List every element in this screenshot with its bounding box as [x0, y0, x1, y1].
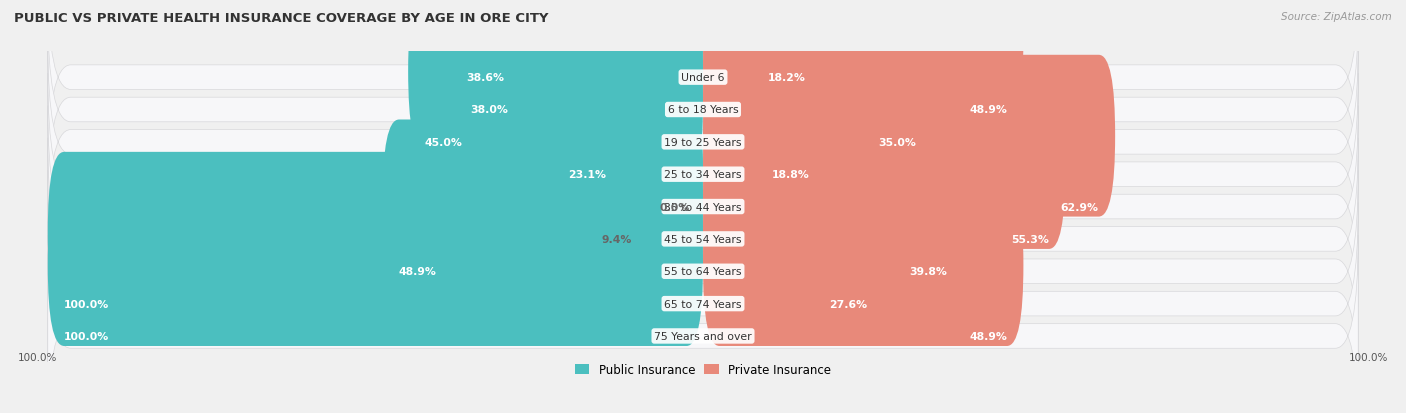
FancyBboxPatch shape	[703, 0, 1024, 120]
Text: 0.0%: 0.0%	[659, 202, 690, 212]
Text: 27.6%: 27.6%	[830, 299, 868, 309]
Legend: Public Insurance, Private Insurance: Public Insurance, Private Insurance	[571, 358, 835, 381]
Text: 48.9%: 48.9%	[969, 331, 1007, 341]
Text: 100.0%: 100.0%	[1348, 352, 1388, 362]
FancyBboxPatch shape	[48, 171, 1358, 372]
FancyBboxPatch shape	[48, 235, 1358, 413]
Text: 62.9%: 62.9%	[1060, 202, 1098, 212]
Text: 48.9%: 48.9%	[969, 105, 1007, 115]
Text: 100.0%: 100.0%	[65, 331, 110, 341]
Text: 75 Years and over: 75 Years and over	[654, 331, 752, 341]
Text: 9.4%: 9.4%	[602, 234, 631, 244]
FancyBboxPatch shape	[703, 88, 1066, 249]
FancyBboxPatch shape	[703, 185, 1024, 346]
FancyBboxPatch shape	[48, 139, 1358, 340]
FancyBboxPatch shape	[641, 88, 703, 249]
FancyBboxPatch shape	[48, 152, 703, 314]
FancyBboxPatch shape	[703, 0, 932, 152]
FancyBboxPatch shape	[454, 0, 703, 120]
FancyBboxPatch shape	[48, 107, 1358, 308]
FancyBboxPatch shape	[703, 152, 884, 314]
Text: 45 to 54 Years: 45 to 54 Years	[664, 234, 742, 244]
Text: 25 to 34 Years: 25 to 34 Years	[664, 170, 742, 180]
FancyBboxPatch shape	[551, 24, 703, 185]
Text: 35.0%: 35.0%	[879, 138, 915, 147]
FancyBboxPatch shape	[48, 9, 1358, 211]
Text: 6 to 18 Years: 6 to 18 Years	[668, 105, 738, 115]
Text: 38.0%: 38.0%	[471, 105, 508, 115]
FancyBboxPatch shape	[703, 56, 1115, 217]
Text: 65 to 74 Years: 65 to 74 Years	[664, 299, 742, 309]
Text: 18.2%: 18.2%	[768, 73, 806, 83]
FancyBboxPatch shape	[703, 120, 963, 282]
Text: Under 6: Under 6	[682, 73, 724, 83]
FancyBboxPatch shape	[48, 74, 1358, 275]
Text: 55.3%: 55.3%	[1011, 234, 1049, 244]
FancyBboxPatch shape	[48, 42, 1358, 243]
FancyBboxPatch shape	[703, 0, 823, 88]
FancyBboxPatch shape	[48, 185, 703, 346]
Text: Source: ZipAtlas.com: Source: ZipAtlas.com	[1281, 12, 1392, 22]
FancyBboxPatch shape	[48, 0, 1358, 179]
Text: 18.8%: 18.8%	[772, 170, 810, 180]
FancyBboxPatch shape	[382, 120, 703, 282]
Text: 23.1%: 23.1%	[568, 170, 606, 180]
Text: 38.6%: 38.6%	[467, 73, 505, 83]
Text: PUBLIC VS PRIVATE HEALTH INSURANCE COVERAGE BY AGE IN ORE CITY: PUBLIC VS PRIVATE HEALTH INSURANCE COVER…	[14, 12, 548, 25]
Text: 100.0%: 100.0%	[18, 352, 58, 362]
Text: 48.9%: 48.9%	[399, 267, 437, 277]
Text: 19 to 25 Years: 19 to 25 Years	[664, 138, 742, 147]
Text: 55 to 64 Years: 55 to 64 Years	[664, 267, 742, 277]
FancyBboxPatch shape	[703, 24, 827, 185]
FancyBboxPatch shape	[48, 203, 1358, 405]
Text: 100.0%: 100.0%	[65, 299, 110, 309]
Text: 45.0%: 45.0%	[425, 138, 463, 147]
FancyBboxPatch shape	[450, 0, 703, 88]
Text: 39.8%: 39.8%	[910, 267, 948, 277]
Text: 35 to 44 Years: 35 to 44 Years	[664, 202, 742, 212]
FancyBboxPatch shape	[408, 0, 703, 152]
